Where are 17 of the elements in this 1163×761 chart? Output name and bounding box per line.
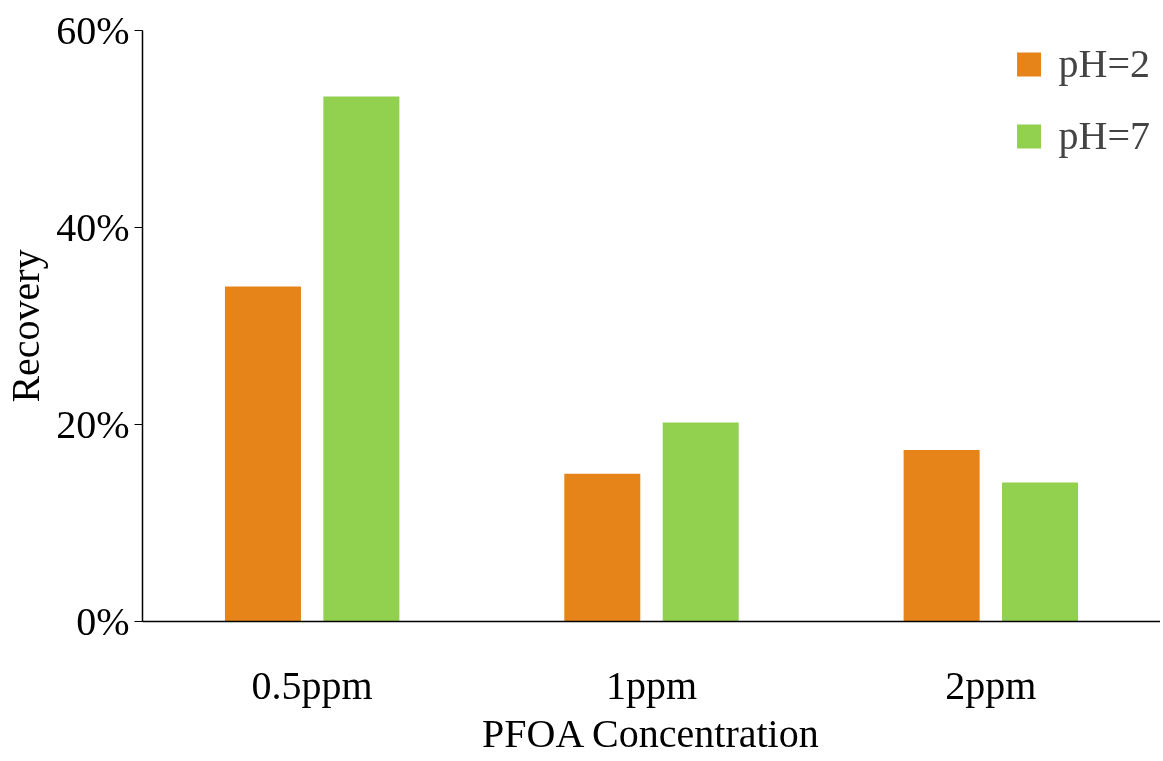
bar <box>224 286 301 622</box>
x-axis-title: PFOA Concentration <box>482 710 819 756</box>
x-tick-label: 0.5ppm <box>251 662 373 708</box>
bar <box>323 96 400 622</box>
y-tick-label: 20% <box>56 402 130 447</box>
legend-label: pH=2 <box>1058 40 1150 87</box>
x-tick-label: 2ppm <box>945 662 1037 708</box>
legend-label: pH=7 <box>1058 112 1150 159</box>
y-tick-label: 60% <box>56 8 130 53</box>
x-tick-label: 1ppm <box>605 662 698 708</box>
y-tick-label: 0% <box>76 599 130 644</box>
bar <box>1002 482 1079 622</box>
y-tick-label: 40% <box>56 205 130 250</box>
y-axis-title: Recovery <box>3 249 49 403</box>
bar <box>662 422 739 622</box>
bar <box>903 450 980 622</box>
bar <box>564 473 641 622</box>
